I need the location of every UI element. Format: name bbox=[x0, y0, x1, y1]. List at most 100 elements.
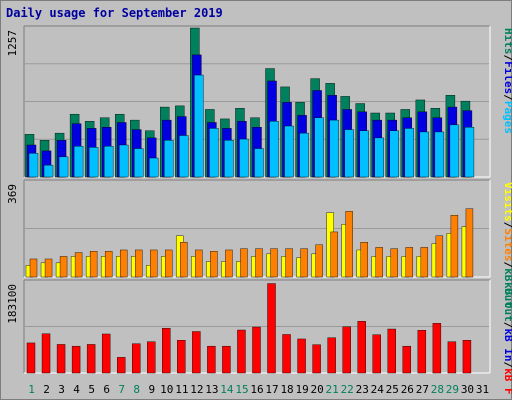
bar-pages-day-19 bbox=[299, 132, 309, 178]
bar-pages-day-8 bbox=[134, 148, 144, 178]
legend-part: kB Out bbox=[502, 268, 512, 308]
bar-pages-day-5 bbox=[88, 147, 99, 178]
day-label-14: 14 bbox=[220, 383, 234, 396]
day-label-28: 28 bbox=[431, 383, 444, 396]
bar-pages-day-30 bbox=[464, 127, 475, 178]
bar-pages-day-15 bbox=[239, 138, 249, 178]
chart-title: Daily usage for September 2019 bbox=[6, 6, 223, 20]
legend-part: kB F bbox=[502, 368, 512, 395]
day-label-31: 31 bbox=[476, 383, 489, 396]
bar-pages-day-24 bbox=[374, 137, 384, 178]
bar-pages-day-1 bbox=[28, 153, 39, 178]
bar-pages-day-29 bbox=[449, 124, 460, 178]
legend-part: Files bbox=[502, 61, 512, 94]
bar-pages-day-28 bbox=[434, 131, 445, 178]
bar-sites-day-2 bbox=[44, 258, 53, 278]
bar-kb-day-22 bbox=[342, 326, 351, 374]
day-label-18: 18 bbox=[280, 383, 293, 396]
bar-pages-day-20 bbox=[314, 117, 324, 178]
bar-kb-day-17 bbox=[267, 283, 276, 374]
bar-pages-day-14 bbox=[224, 140, 234, 178]
bar-pages-day-12 bbox=[194, 74, 204, 178]
bar-kb-day-26 bbox=[402, 345, 412, 374]
bar-kb-day-12 bbox=[192, 331, 201, 374]
bar-sites-day-23 bbox=[360, 242, 368, 278]
day-label-26: 26 bbox=[401, 383, 414, 396]
bar-pages-day-26 bbox=[404, 128, 415, 178]
bar-pages-day-3 bbox=[58, 156, 69, 178]
day-label-3: 3 bbox=[58, 383, 65, 396]
bar-kb-day-13 bbox=[207, 345, 216, 374]
bar-pages-day-16 bbox=[254, 148, 264, 178]
day-label-30: 30 bbox=[461, 383, 474, 396]
bar-sites-day-29 bbox=[450, 215, 459, 278]
bar-kb-day-20 bbox=[312, 344, 321, 374]
legend-part: / bbox=[502, 362, 512, 369]
bar-kb-day-30 bbox=[462, 339, 472, 374]
bar-pages-day-18 bbox=[284, 125, 294, 178]
bar-sites-day-19 bbox=[300, 248, 308, 278]
day-label-5: 5 bbox=[88, 383, 95, 396]
bar-sites-day-22 bbox=[345, 211, 353, 278]
bar-sites-day-20 bbox=[315, 244, 323, 278]
day-label-17: 17 bbox=[265, 383, 278, 396]
bar-kb-day-10 bbox=[162, 328, 171, 374]
bar-kb-day-16 bbox=[252, 326, 261, 374]
bar-kb-day-15 bbox=[237, 329, 246, 374]
bar-sites-day-28 bbox=[435, 235, 444, 278]
day-label-4: 4 bbox=[73, 383, 80, 396]
day-label-10: 10 bbox=[160, 383, 173, 396]
bar-kb-day-5 bbox=[86, 344, 96, 374]
bar-sites-day-17 bbox=[270, 248, 278, 278]
bar-sites-day-3 bbox=[59, 256, 68, 278]
day-label-21: 21 bbox=[326, 383, 339, 396]
bar-kb-day-14 bbox=[222, 345, 231, 374]
bar-pages-day-23 bbox=[359, 130, 369, 178]
panel-middle-legend: Visits/Sites/kB Out bbox=[502, 182, 512, 308]
bar-pages-day-4 bbox=[73, 145, 84, 178]
bar-pages-day-11 bbox=[179, 135, 189, 178]
bar-kb-day-18 bbox=[282, 334, 291, 374]
legend-part: / bbox=[502, 262, 512, 269]
bar-sites-day-21 bbox=[330, 231, 338, 278]
day-label-13: 13 bbox=[205, 383, 218, 396]
panel-top-ymax-label: 1257 bbox=[6, 30, 19, 57]
bar-pages-day-2 bbox=[43, 164, 54, 178]
bar-kb-day-27 bbox=[417, 330, 427, 374]
bar-sites-day-25 bbox=[390, 248, 398, 278]
day-label-27: 27 bbox=[416, 383, 429, 396]
legend-part: kB Out bbox=[502, 282, 512, 322]
bar-sites-day-27 bbox=[420, 247, 429, 278]
day-label-22: 22 bbox=[341, 383, 354, 396]
bar-sites-day-6 bbox=[104, 251, 113, 278]
legend-part: Hits bbox=[502, 28, 512, 55]
bar-sites-day-8 bbox=[135, 249, 143, 278]
bar-pages-day-7 bbox=[118, 144, 129, 178]
bar-kb-day-23 bbox=[357, 321, 366, 374]
day-label-16: 16 bbox=[250, 383, 263, 396]
bar-kb-day-8 bbox=[132, 343, 141, 374]
bar-kb-day-1 bbox=[26, 342, 36, 374]
panel-middle-ymax-label: 369 bbox=[6, 184, 19, 204]
bar-sites-day-30 bbox=[465, 208, 474, 278]
legend-part: kB In bbox=[502, 328, 512, 361]
bar-pages-day-9 bbox=[149, 157, 159, 178]
bar-pages-day-13 bbox=[209, 128, 219, 178]
day-label-24: 24 bbox=[371, 383, 385, 396]
day-label-12: 12 bbox=[190, 383, 203, 396]
bar-sites-day-1 bbox=[29, 258, 38, 278]
bar-sites-day-14 bbox=[225, 249, 233, 278]
day-label-20: 20 bbox=[311, 383, 324, 396]
day-label-2: 2 bbox=[43, 383, 50, 396]
bar-pages-day-25 bbox=[389, 130, 399, 178]
panel-bottom-legend: kB Out/kB In/kB F bbox=[502, 282, 512, 395]
bar-pages-day-27 bbox=[419, 131, 430, 178]
day-label-19: 19 bbox=[295, 383, 308, 396]
bar-pages-day-21 bbox=[329, 119, 339, 178]
bar-kb-day-19 bbox=[297, 338, 306, 374]
bar-kb-day-3 bbox=[56, 344, 66, 374]
legend-part: Sites bbox=[502, 228, 512, 261]
bar-sites-day-16 bbox=[255, 248, 263, 278]
bar-pages-day-22 bbox=[344, 129, 354, 178]
legend-part: Pages bbox=[502, 101, 512, 134]
